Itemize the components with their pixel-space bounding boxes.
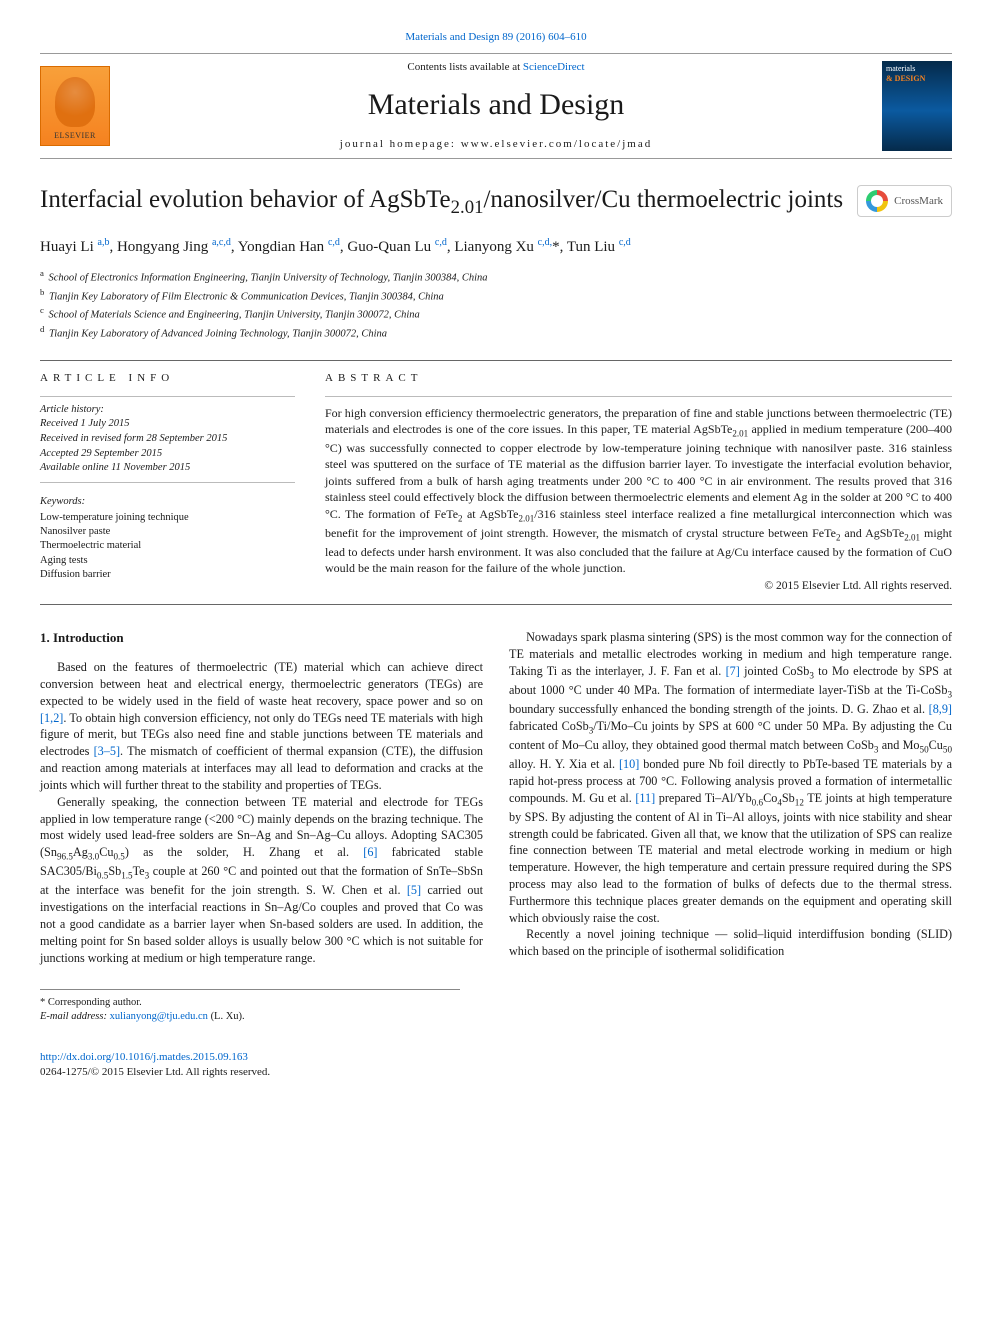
keyword-item: Low-temperature joining technique [40, 511, 295, 525]
elsevier-brand-text: ELSEVIER [54, 131, 96, 142]
divider-bottom [40, 604, 952, 605]
body-p2: Generally speaking, the connection betwe… [40, 794, 483, 967]
journal-homepage-line: journal homepage: www.elsevier.com/locat… [124, 137, 868, 152]
masthead: ELSEVIER Contents lists available at Sci… [40, 53, 952, 159]
cover-line1: materials [886, 65, 948, 74]
info-subdivider [40, 396, 295, 397]
article-body: 1. Introduction Based on the features of… [40, 629, 952, 966]
section-1-heading: 1. Introduction [40, 629, 483, 647]
issn-line: 0264-1275/© 2015 Elsevier Ltd. All right… [40, 1065, 952, 1080]
citation-link[interactable]: Materials and Design 89 (2016) 604–610 [40, 30, 952, 45]
history-label: Article history: [40, 403, 295, 418]
article-title: Interfacial evolution behavior of AgSbTe… [40, 185, 845, 220]
history-received: Received 1 July 2015 [40, 417, 295, 432]
abstract-subdivider [325, 396, 952, 397]
doi-link[interactable]: http://dx.doi.org/10.1016/j.matdes.2015.… [40, 1051, 248, 1063]
divider-top [40, 360, 952, 361]
email-link[interactable]: xulianyong@tju.edu.cn [110, 1011, 208, 1022]
keyword-item: Nanosilver paste [40, 525, 295, 539]
affiliation-item: d Tianjin Key Laboratory of Advanced Joi… [40, 323, 952, 342]
email-label: E-mail address: [40, 1011, 107, 1022]
abstract-label: ABSTRACT [325, 371, 952, 386]
cover-line2: & DESIGN [886, 74, 948, 85]
history-revised: Received in revised form 28 September 20… [40, 432, 295, 447]
crossmark-icon [866, 190, 888, 212]
masthead-center: Contents lists available at ScienceDirec… [124, 60, 868, 152]
history-online: Available online 11 November 2015 [40, 461, 295, 476]
article-header: Interfacial evolution behavior of AgSbTe… [40, 185, 952, 220]
article-info-label: ARTICLE INFO [40, 371, 295, 386]
affiliation-item: c School of Materials Science and Engine… [40, 304, 952, 323]
body-p4: Recently a novel joining technique — sol… [509, 926, 952, 960]
crossmark-badge[interactable]: CrossMark [857, 185, 952, 217]
keywords-label: Keywords: [40, 495, 295, 509]
author-list: Huayi Li a,b, Hongyang Jing a,c,d, Yongd… [40, 236, 952, 257]
contents-line: Contents lists available at ScienceDirec… [124, 60, 868, 75]
corresponding-author: Corresponding author. [40, 996, 460, 1010]
contents-prefix: Contents lists available at [407, 61, 522, 73]
keyword-item: Thermoelectric material [40, 539, 295, 553]
email-line: E-mail address: xulianyong@tju.edu.cn (L… [40, 1010, 460, 1024]
body-p3: Nowadays spark plasma sintering (SPS) is… [509, 629, 952, 926]
crossmark-label: CrossMark [894, 194, 943, 209]
abstract-text: For high conversion efficiency thermoele… [325, 405, 952, 577]
homepage-url[interactable]: www.elsevier.com/locate/jmad [461, 138, 653, 150]
keyword-item: Aging tests [40, 554, 295, 568]
page-footer: http://dx.doi.org/10.1016/j.matdes.2015.… [40, 1050, 952, 1080]
abstract-copyright: © 2015 Elsevier Ltd. All rights reserved… [325, 579, 952, 595]
affiliation-item: b Tianjin Key Laboratory of Film Electro… [40, 286, 952, 305]
affiliation-item: a School of Electronics Information Engi… [40, 267, 952, 286]
keywords-block: Keywords: Low-temperature joining techni… [40, 495, 295, 582]
citation-link-text[interactable]: Materials and Design 89 (2016) 604–610 [405, 31, 586, 43]
email-tail: (L. Xu). [208, 1011, 245, 1022]
footnotes: Corresponding author. E-mail address: xu… [40, 989, 460, 1024]
meta-row: ARTICLE INFO Article history: Received 1… [40, 371, 952, 595]
article-history: Article history: Received 1 July 2015 Re… [40, 403, 295, 483]
history-divider [40, 482, 295, 483]
elsevier-logo: ELSEVIER [40, 66, 110, 146]
body-p1: Based on the features of thermoelectric … [40, 659, 483, 794]
sciencedirect-link[interactable]: ScienceDirect [523, 61, 585, 73]
journal-cover-thumb: materials & DESIGN [882, 61, 952, 151]
history-accepted: Accepted 29 September 2015 [40, 447, 295, 462]
elsevier-tree-icon [55, 77, 95, 127]
article-info-block: ARTICLE INFO Article history: Received 1… [40, 371, 295, 595]
abstract-block: ABSTRACT For high conversion efficiency … [325, 371, 952, 595]
homepage-prefix: journal homepage: [340, 138, 461, 150]
keyword-item: Diffusion barrier [40, 568, 295, 582]
keywords-list: Low-temperature joining techniqueNanosil… [40, 511, 295, 582]
affiliations: a School of Electronics Information Engi… [40, 267, 952, 342]
journal-title: Materials and Design [124, 85, 868, 126]
